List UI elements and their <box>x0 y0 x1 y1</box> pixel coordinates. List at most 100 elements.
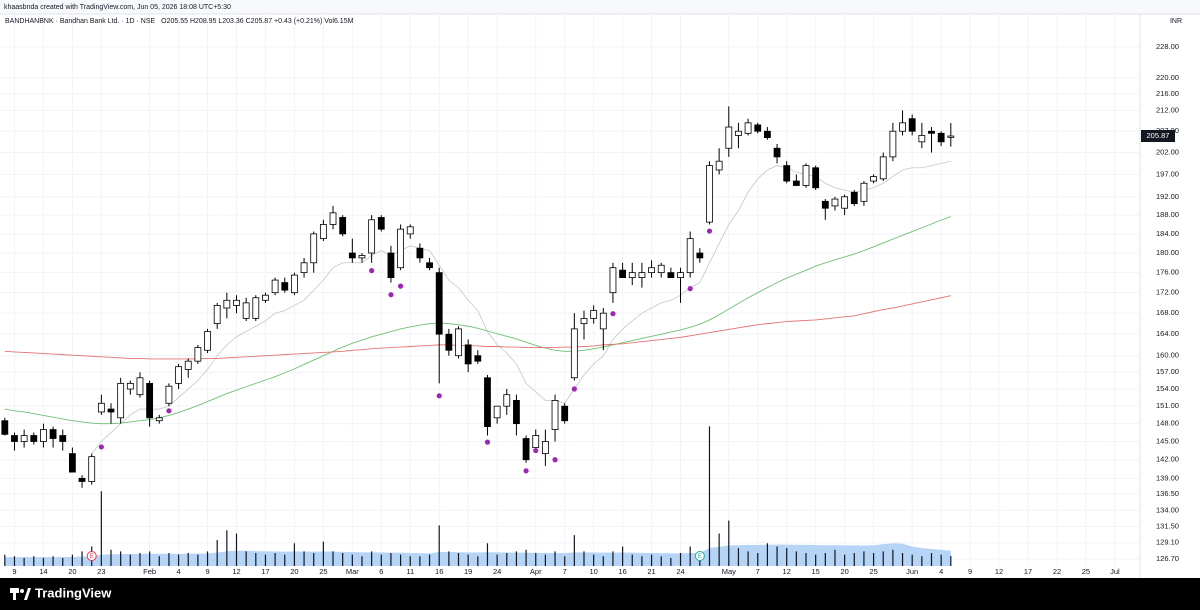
volume-bar <box>824 553 826 566</box>
candle-body <box>387 252 395 278</box>
volume-ma-area <box>4 543 951 566</box>
volume-bar <box>303 551 305 566</box>
y-tick-label: 157.00 <box>1156 367 1179 376</box>
candle-body <box>580 317 588 325</box>
signal-dot <box>533 447 539 454</box>
x-tick-label: 11 <box>406 567 414 576</box>
y-tick-label: 134.00 <box>1156 505 1179 514</box>
volume-bar <box>872 553 875 566</box>
y-tick-label: 197.00 <box>1156 169 1179 178</box>
x-tick-label: 7 <box>756 567 760 576</box>
candle-body <box>406 226 414 235</box>
signal-dot <box>166 408 172 414</box>
candle-body <box>136 377 144 396</box>
volume-bar <box>477 556 479 566</box>
volume-bar <box>438 525 440 566</box>
candle-body <box>281 282 289 291</box>
ma-line <box>4 216 951 425</box>
candle-body <box>754 124 762 132</box>
candle-body <box>252 297 260 319</box>
y-tick-label: 228.00 <box>1156 42 1179 51</box>
volume-bar <box>23 557 25 566</box>
candle-body <box>503 394 511 407</box>
candle-body <box>812 167 820 189</box>
candle-body <box>262 294 269 301</box>
x-tick-label: 9 <box>12 567 16 576</box>
candle-body <box>329 212 337 225</box>
volume-bar <box>62 557 64 566</box>
candle-body <box>908 118 916 132</box>
candle-body <box>78 477 86 482</box>
y-tick-label: 142.00 <box>1156 455 1179 464</box>
candle-body <box>715 160 723 171</box>
candle-body <box>348 252 356 259</box>
y-tick-label: 184.00 <box>1156 229 1179 238</box>
candle-body <box>841 196 849 209</box>
candle-body <box>879 156 887 180</box>
candle-body <box>619 269 627 278</box>
candle-body <box>735 130 742 136</box>
volume-bar <box>206 551 209 566</box>
candle-body <box>339 217 347 235</box>
volume-bar <box>274 553 276 566</box>
candle-body <box>764 130 771 138</box>
volume-bar <box>110 549 112 566</box>
x-tick-label: Jul <box>1110 567 1120 576</box>
signal-dot <box>436 393 442 399</box>
volume-bar <box>467 554 469 566</box>
x-tick-label: Apr <box>530 567 542 576</box>
caption: khaasbnda created with TradingView.com, … <box>4 4 231 11</box>
brand: TradingView <box>35 585 112 600</box>
volume-bar <box>689 546 691 566</box>
y-tick-label: 164.00 <box>1156 329 1179 338</box>
x-tick-label: 21 <box>647 567 655 576</box>
volume-bar <box>139 553 141 566</box>
candle-body <box>870 176 877 182</box>
x-tick-label: 24 <box>676 567 684 576</box>
y-tick-label: 192.00 <box>1156 192 1179 201</box>
volume-bar <box>351 554 353 566</box>
candle-body <box>513 400 520 425</box>
y-tick-label: 220.00 <box>1156 73 1179 82</box>
candle-body <box>773 147 781 158</box>
candle-body <box>377 217 385 230</box>
volume-bar <box>399 554 402 566</box>
volume-bar <box>641 556 643 566</box>
volume-bar <box>679 553 682 566</box>
signal-dot <box>610 311 616 317</box>
volume-bar <box>805 553 807 566</box>
volume-bar <box>535 553 537 566</box>
signal-dot <box>687 286 693 292</box>
candle-body <box>628 272 636 278</box>
y-tick-label: 139.00 <box>1156 473 1179 482</box>
candle-body <box>20 435 28 442</box>
y-tick-label: 151.00 <box>1156 401 1179 410</box>
x-tick-label: 6 <box>379 567 383 576</box>
volume-bar <box>853 553 855 566</box>
volume-bar <box>216 540 218 566</box>
signal-dot <box>552 457 558 463</box>
x-tick-label: 12 <box>995 567 1003 576</box>
volume-bar <box>776 546 778 566</box>
footer-bar <box>0 578 1200 610</box>
volume-bar <box>747 551 749 566</box>
caption-bar <box>0 0 1200 14</box>
candle-body <box>223 299 231 309</box>
candle-body <box>599 312 607 330</box>
signal-dot <box>397 283 404 289</box>
candle-body <box>175 366 182 384</box>
x-tick-label: 20 <box>840 567 848 576</box>
volume-bar <box>718 533 720 566</box>
candle-body <box>445 333 453 351</box>
candle-body <box>783 165 791 182</box>
candle-body <box>648 267 655 274</box>
volume-bar <box>602 556 604 566</box>
x-tick-label: 7 <box>563 567 567 576</box>
volume-bar <box>631 554 633 566</box>
y-tick-label: 154.00 <box>1156 384 1179 393</box>
x-tick-label: 20 <box>290 567 298 576</box>
signal-dot <box>706 228 713 234</box>
signal-dot <box>369 268 375 274</box>
